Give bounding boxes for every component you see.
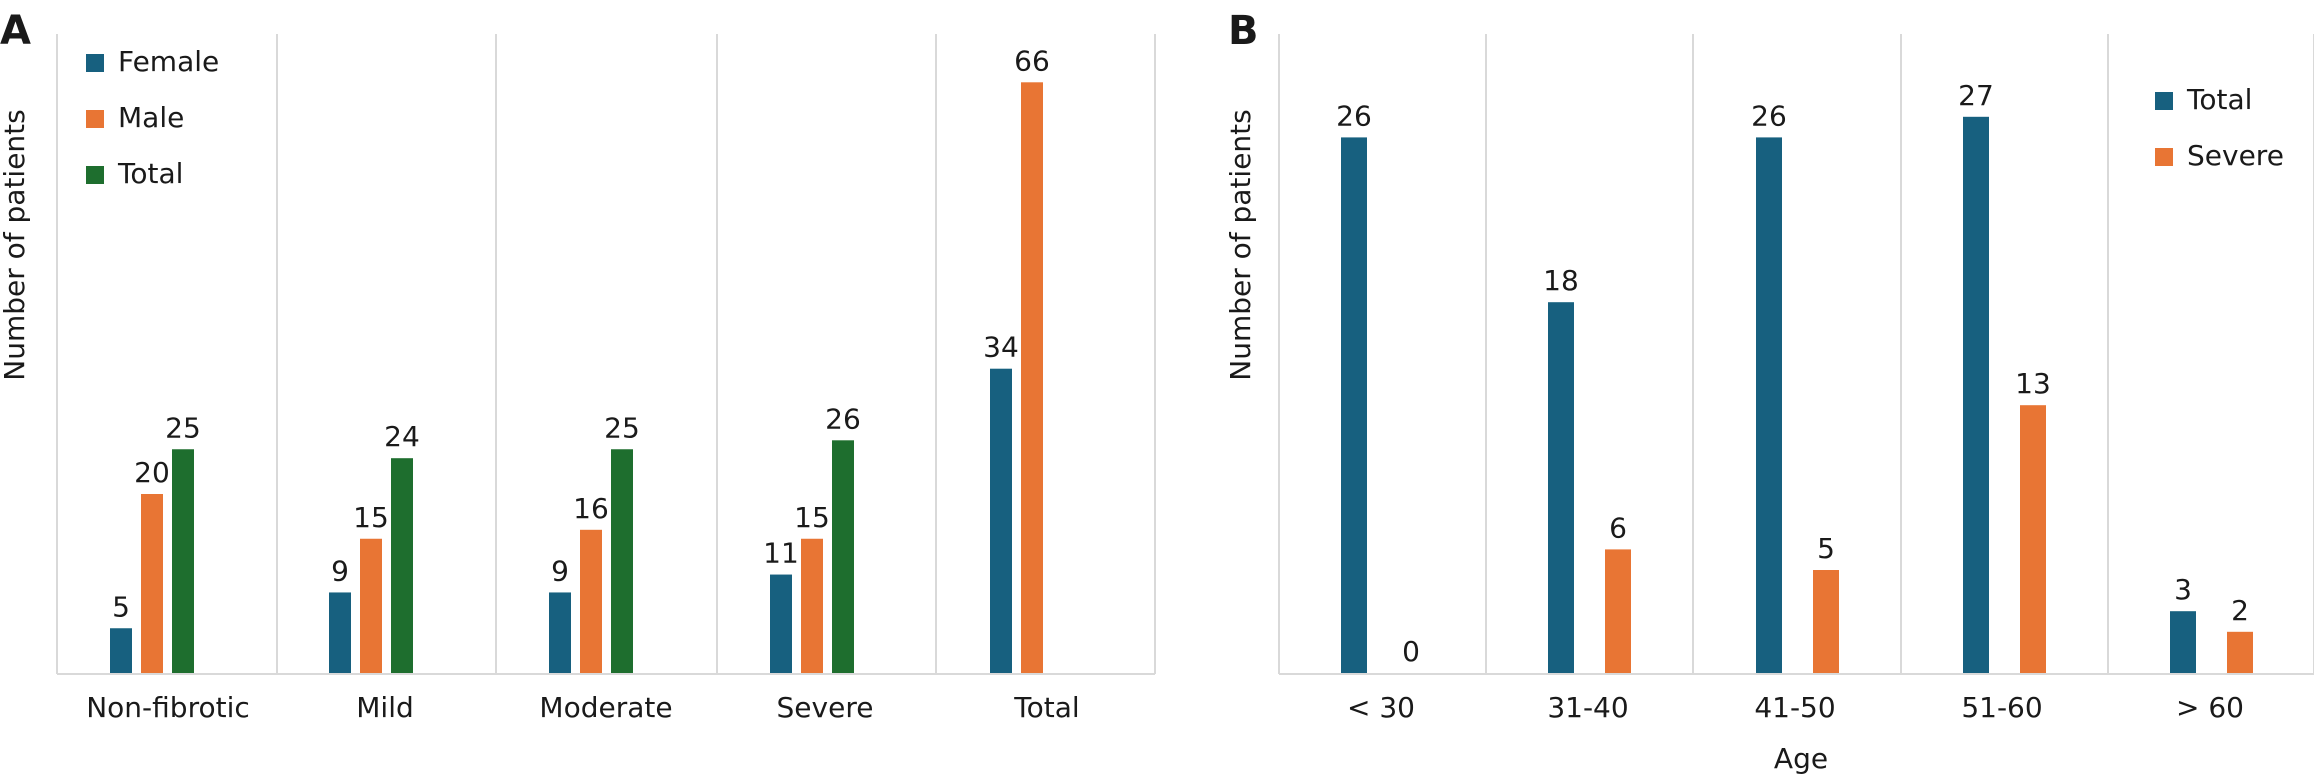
panel-b-value-label-total-60: 3: [2174, 573, 2192, 606]
panel-a-category-label-moderate: Moderate: [539, 691, 672, 724]
panel-b-category-label-51-60: 51-60: [1961, 691, 2042, 724]
panel-a-value-label-female-mild: 9: [331, 554, 349, 587]
panel-b-value-label-severe-30: 0: [1402, 635, 1420, 668]
panel-a-value-label-female-severe: 11: [763, 537, 799, 570]
panel-a-legend-label-male: Male: [118, 101, 184, 134]
panel-a-bar-female-moderate: [549, 592, 571, 673]
panel-a-category-label-mild: Mild: [356, 691, 414, 724]
panel-b-legend-swatch-severe: [2155, 148, 2173, 166]
panel-a-bar-total-moderate: [611, 449, 633, 673]
panel-b-category-label-41-50: 41-50: [1754, 691, 1835, 724]
panel-a-bar-male-moderate: [580, 529, 602, 673]
panel-a-bar-total-severe: [832, 440, 854, 673]
panel-a-value-label-total-non-fibrotic: 25: [165, 411, 201, 444]
panel-a-value-label-male-non-fibrotic: 20: [134, 456, 170, 489]
panel-b-value-label-severe-41-50: 5: [1817, 532, 1835, 565]
panel-a-category-label-severe: Severe: [777, 691, 874, 724]
panel-b-category-label-31-40: 31-40: [1547, 691, 1628, 724]
panel-a-bar-male-non-fibrotic: [141, 494, 163, 673]
panel-a-bar-total-non-fibrotic: [172, 449, 194, 673]
panel-b-legend-label-severe: Severe: [2187, 139, 2284, 172]
panel-b-value-label-severe-31-40: 6: [1609, 511, 1627, 544]
panel-b-value-label-total-41-50: 26: [1751, 99, 1787, 132]
panel-b-bar-total-60: [2170, 611, 2196, 673]
panel-a-legend: Female Male Total: [86, 45, 219, 190]
panel-a-bar-female-total: [990, 368, 1012, 673]
panel-a-legend-swatch-male: [86, 110, 104, 128]
panel-b-bar-severe-31-40: [1605, 549, 1631, 673]
panel-a-value-label-male-moderate: 16: [573, 492, 609, 525]
panel-a-bar-male-mild: [360, 538, 382, 673]
panel-b-plot: 26 0 < 30 18 6 31-40 26 5 41-50 27 13 51-60 3 2 > 60: [1278, 34, 2314, 724]
panel-a-legend-swatch-female: [86, 54, 104, 72]
panel-b-value-label-severe-51-60: 13: [2015, 367, 2051, 400]
panel-a-category-label-non-fibrotic: Non-fibrotic: [86, 691, 250, 724]
panel-a-value-label-female-non-fibrotic: 5: [112, 590, 130, 623]
panel-a-legend-label-total: Total: [117, 157, 183, 190]
panel-a-value-label-male-total: 66: [1014, 44, 1050, 77]
panel-a-bar-female-non-fibrotic: [110, 628, 132, 673]
panel-a-bar-male-severe: [801, 538, 823, 673]
panel-b-letter: B: [1228, 8, 1259, 54]
panel-b-ylabel: Number of patients: [1224, 109, 1257, 381]
panel-a-bar-male-total: [1021, 82, 1043, 674]
panel-a-bar-female-mild: [329, 592, 351, 673]
panel-a-value-label-total-moderate: 25: [604, 411, 640, 444]
panel-b-xlabel: Age: [1774, 742, 1828, 775]
panel-b-category-label-60: > 60: [2176, 691, 2244, 724]
panel-b: B Number of patients 26 0 < 30 18 6 31-40 26 5 4…: [1224, 8, 2314, 775]
panel-a-legend-swatch-total: [86, 166, 104, 184]
panel-b-bar-total-31-40: [1548, 302, 1574, 673]
panel-b-value-label-total-31-40: 18: [1543, 264, 1579, 297]
panel-b-value-label-total-30: 26: [1336, 99, 1372, 132]
panel-a-plot: 52025Non-fibrotic91524Mild91625Moderate1…: [56, 34, 1156, 724]
panel-a-bar-female-severe: [770, 574, 792, 673]
panel-b-value-label-severe-60: 2: [2231, 594, 2249, 627]
panel-a-category-label-total: Total: [1013, 691, 1079, 724]
panel-b-bar-severe-51-60: [2020, 405, 2046, 673]
panel-b-legend: Total Severe: [2155, 83, 2284, 172]
panel-b-legend-swatch-total: [2155, 92, 2173, 110]
panel-a-bar-total-mild: [391, 458, 413, 673]
panel-a-letter: A: [0, 8, 31, 54]
panel-b-category-label-30: < 30: [1347, 691, 1415, 724]
panel-b-bar-severe-41-50: [1813, 570, 1839, 673]
panel-a-value-label-total-severe: 26: [825, 402, 861, 435]
panel-a-value-label-female-total: 34: [983, 331, 1019, 364]
panel-b-legend-label-total: Total: [2186, 83, 2252, 116]
panel-b-bar-total-51-60: [1963, 116, 1989, 674]
panel-a-legend-label-female: Female: [118, 45, 219, 78]
panel-a-value-label-female-moderate: 9: [551, 554, 569, 587]
panel-a: A Number of patients 52025Non-fibrotic91…: [0, 8, 1156, 724]
panel-a-ylabel: Number of patients: [0, 109, 31, 381]
panel-b-bar-severe-60: [2227, 631, 2253, 673]
panel-a-value-label-male-severe: 15: [794, 501, 830, 534]
panel-b-bar-total-41-50: [1756, 137, 1782, 673]
panel-b-value-label-total-51-60: 27: [1958, 79, 1994, 112]
panel-a-value-label-male-mild: 15: [353, 501, 389, 534]
panel-a-value-label-total-mild: 24: [384, 420, 420, 453]
panel-b-bar-total-30: [1341, 137, 1367, 673]
